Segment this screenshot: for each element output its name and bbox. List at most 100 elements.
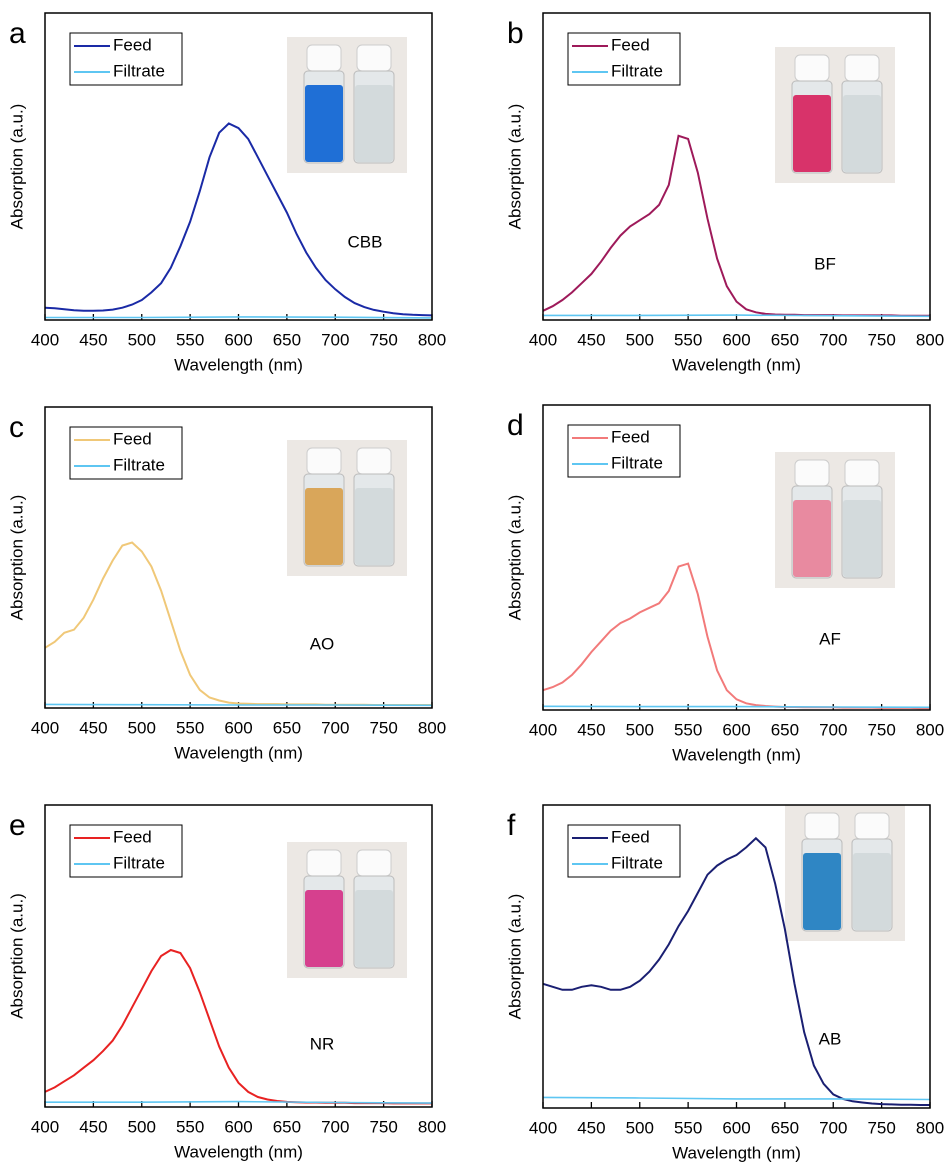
x-tick-label: 800: [418, 330, 446, 349]
x-axis-label: Wavelength (nm): [672, 1143, 801, 1162]
x-tick-label: 400: [529, 330, 557, 349]
x-tick-label: 700: [819, 330, 847, 349]
x-tick-label: 400: [529, 720, 557, 739]
x-tick-label: 450: [79, 1117, 107, 1136]
x-tick-label: 500: [626, 1118, 654, 1137]
x-tick-label: 650: [273, 1117, 301, 1136]
legend-label: Feed: [113, 827, 152, 846]
x-tick-label: 650: [273, 718, 301, 737]
x-tick-label: 500: [128, 1117, 156, 1136]
vial-cap: [804, 812, 840, 840]
series-line: [542, 1096, 931, 1101]
legend-box: [567, 32, 681, 86]
x-tick-label: 800: [418, 718, 446, 737]
plot-frame: [542, 804, 931, 1109]
legend-box: [69, 426, 183, 480]
plot-frame: [542, 12, 931, 321]
x-tick-label: 400: [31, 330, 59, 349]
plot-frame: [44, 804, 433, 1108]
x-axis-label: Wavelength (nm): [672, 355, 801, 374]
y-axis-label: Absorption (a.u.): [7, 495, 26, 621]
x-tick-label: 600: [224, 718, 252, 737]
panel-label: c: [9, 411, 24, 444]
x-tick-label: 750: [867, 330, 895, 349]
series-line: [542, 836, 930, 1106]
vial-cap: [356, 447, 392, 475]
panel-label: b: [507, 17, 524, 50]
legend-box: [567, 824, 681, 878]
vial-cap: [794, 54, 830, 82]
legend-label: Filtrate: [113, 853, 165, 872]
series-line: [44, 122, 433, 317]
series-line: [45, 316, 433, 319]
legend-label: Filtrate: [611, 853, 663, 872]
annotation: BF: [814, 254, 836, 273]
vial-cap: [356, 849, 392, 877]
x-tick-label: 550: [176, 330, 204, 349]
vial-liquid: [305, 85, 343, 162]
vial-cap: [306, 849, 342, 877]
x-axis-label: Wavelength (nm): [174, 743, 303, 762]
legend-label: Feed: [611, 827, 650, 846]
x-axis-label: Wavelength (nm): [672, 745, 801, 764]
annotation: AO: [310, 634, 335, 653]
x-tick-label: 450: [79, 718, 107, 737]
vial-liquid: [355, 488, 393, 565]
vial-liquid: [305, 488, 343, 565]
x-axis-label: Wavelength (nm): [174, 1142, 303, 1161]
panel-label: d: [507, 409, 524, 442]
vial-liquid: [793, 500, 831, 577]
x-tick-label: 400: [31, 718, 59, 737]
x-tick-label: 650: [273, 330, 301, 349]
x-tick-label: 750: [369, 330, 397, 349]
series-line: [45, 1100, 433, 1104]
x-tick-label: 500: [626, 330, 654, 349]
legend-label: Filtrate: [113, 455, 165, 474]
x-tick-label: 550: [674, 1118, 702, 1137]
vial-liquid: [803, 853, 841, 930]
x-tick-label: 700: [321, 330, 349, 349]
x-tick-label: 450: [577, 1118, 605, 1137]
x-tick-label: 450: [577, 330, 605, 349]
x-axis-label: Wavelength (nm): [174, 355, 303, 374]
annotation: AF: [819, 629, 841, 648]
x-tick-label: 550: [176, 1117, 204, 1136]
x-tick-label: 600: [722, 1118, 750, 1137]
vial-cap: [306, 447, 342, 475]
legend-box: [567, 424, 681, 478]
vial-liquid: [355, 890, 393, 967]
x-tick-label: 650: [771, 1118, 799, 1137]
x-tick-label: 800: [418, 1117, 446, 1136]
vial-cap: [844, 459, 880, 487]
x-tick-label: 800: [916, 720, 944, 739]
vial-cap: [854, 812, 890, 840]
x-tick-label: 500: [626, 720, 654, 739]
vial-cap: [844, 54, 880, 82]
legend-box: [69, 824, 183, 878]
legend-label: Feed: [611, 427, 650, 446]
plot-frame: [44, 406, 433, 709]
series-line: [542, 705, 931, 709]
legend-label: Feed: [611, 35, 650, 54]
vial-liquid: [305, 890, 343, 967]
y-axis-label: Absorption (a.u.): [7, 893, 26, 1019]
plot-frame: [44, 12, 433, 321]
annotation: CBB: [348, 232, 383, 251]
vial-cap: [306, 44, 342, 72]
x-tick-label: 450: [79, 330, 107, 349]
y-axis-label: Absorption (a.u.): [505, 894, 524, 1020]
panel-label: e: [9, 809, 26, 842]
x-tick-label: 550: [674, 330, 702, 349]
legend-label: Feed: [113, 35, 152, 54]
x-tick-label: 550: [176, 718, 204, 737]
series-line: [543, 314, 931, 318]
vial-liquid: [843, 95, 881, 172]
x-tick-label: 700: [321, 1117, 349, 1136]
x-tick-label: 600: [722, 720, 750, 739]
vial-liquid: [853, 853, 891, 930]
x-tick-label: 600: [224, 330, 252, 349]
x-tick-label: 400: [529, 1118, 557, 1137]
plot-frame: [542, 404, 931, 711]
x-tick-label: 500: [128, 330, 156, 349]
